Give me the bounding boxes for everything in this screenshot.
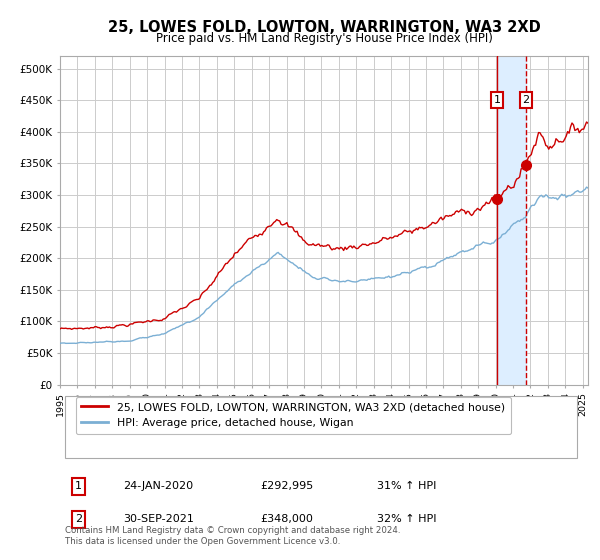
Text: 2: 2 (523, 95, 530, 105)
Text: 25, LOWES FOLD, LOWTON, WARRINGTON, WA3 2XD: 25, LOWES FOLD, LOWTON, WARRINGTON, WA3 … (107, 20, 541, 35)
Legend: 25, LOWES FOLD, LOWTON, WARRINGTON, WA3 2XD (detached house), HPI: Average price: 25, LOWES FOLD, LOWTON, WARRINGTON, WA3 … (76, 396, 511, 434)
FancyBboxPatch shape (65, 396, 577, 459)
Text: 24-JAN-2020: 24-JAN-2020 (124, 482, 193, 491)
Text: Contains HM Land Registry data © Crown copyright and database right 2024.
This d: Contains HM Land Registry data © Crown c… (65, 526, 401, 545)
Text: 32% ↑ HPI: 32% ↑ HPI (377, 514, 436, 524)
Text: £348,000: £348,000 (260, 514, 314, 524)
Text: Price paid vs. HM Land Registry's House Price Index (HPI): Price paid vs. HM Land Registry's House … (155, 32, 493, 45)
Text: 2: 2 (75, 514, 82, 524)
Text: 1: 1 (493, 95, 500, 105)
Bar (497, 56, 526, 385)
Text: £292,995: £292,995 (260, 482, 314, 491)
Text: 1: 1 (75, 482, 82, 491)
Text: 31% ↑ HPI: 31% ↑ HPI (377, 482, 436, 491)
Text: 30-SEP-2021: 30-SEP-2021 (124, 514, 194, 524)
